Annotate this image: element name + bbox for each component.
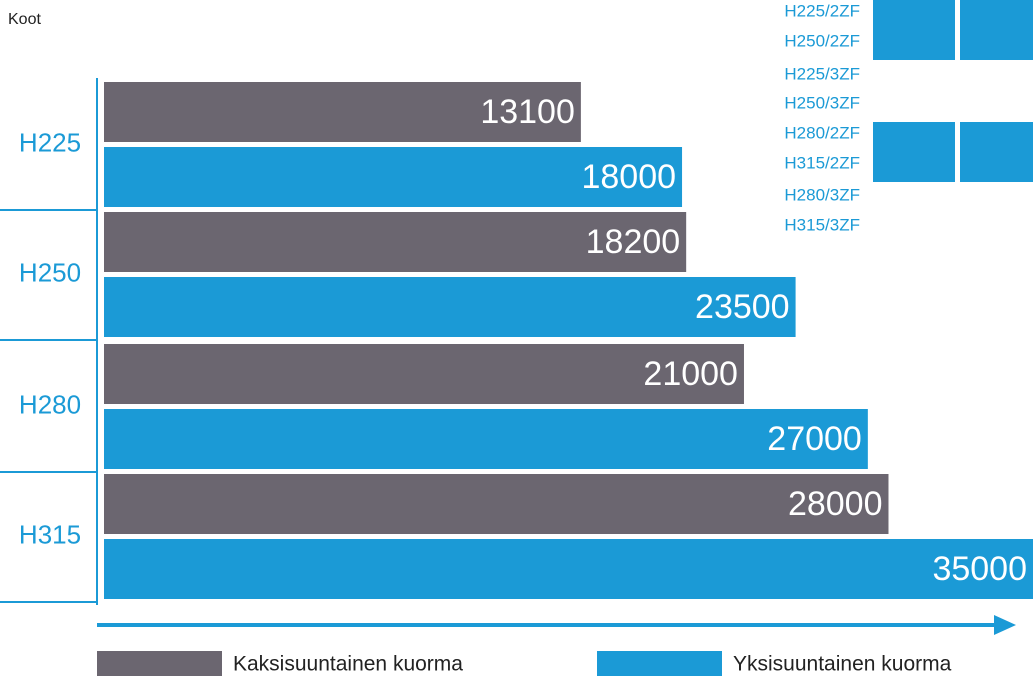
annotation: H280/2ZF	[784, 123, 860, 142]
legend-label: Kaksisuuntainen kuorma	[233, 653, 463, 676]
bar	[104, 539, 1033, 599]
value-label: 18000	[581, 158, 676, 196]
y-axis-label: Koot	[8, 11, 41, 28]
legend-box	[960, 122, 1033, 182]
category-label: H225	[19, 127, 81, 157]
annotation: H250/3ZF	[784, 93, 860, 112]
legend-label: Yksisuuntainen kuorma	[733, 653, 952, 676]
value-label: 27000	[767, 420, 862, 458]
value-label: 28000	[788, 485, 883, 523]
bar	[104, 82, 581, 142]
annotation: H280/3ZF	[784, 185, 860, 204]
bar	[104, 147, 683, 207]
legend-swatch	[597, 651, 722, 676]
annotation: H315/2ZF	[784, 153, 860, 172]
arrow-head	[994, 615, 1016, 635]
value-label: 21000	[643, 355, 738, 393]
annotation: H225/3ZF	[784, 64, 860, 83]
annotation: H250/2ZF	[784, 31, 860, 50]
legend-box	[960, 0, 1033, 60]
legend-box	[873, 122, 955, 182]
value-label: 35000	[932, 550, 1027, 588]
bar	[104, 474, 889, 534]
category-label: H315	[19, 519, 81, 549]
bar	[104, 277, 796, 337]
annotation: H225/2ZF	[784, 1, 860, 20]
value-label: 23500	[695, 288, 790, 326]
value-label: 13100	[480, 93, 575, 131]
bar	[104, 409, 868, 469]
legend-box	[873, 0, 955, 60]
category-label: H250	[19, 257, 81, 287]
value-label: 18200	[586, 223, 681, 261]
category-label: H280	[19, 389, 81, 419]
bar	[104, 212, 687, 272]
annotation: H315/3ZF	[784, 215, 860, 234]
legend-swatch	[97, 651, 222, 676]
bar	[104, 344, 744, 404]
